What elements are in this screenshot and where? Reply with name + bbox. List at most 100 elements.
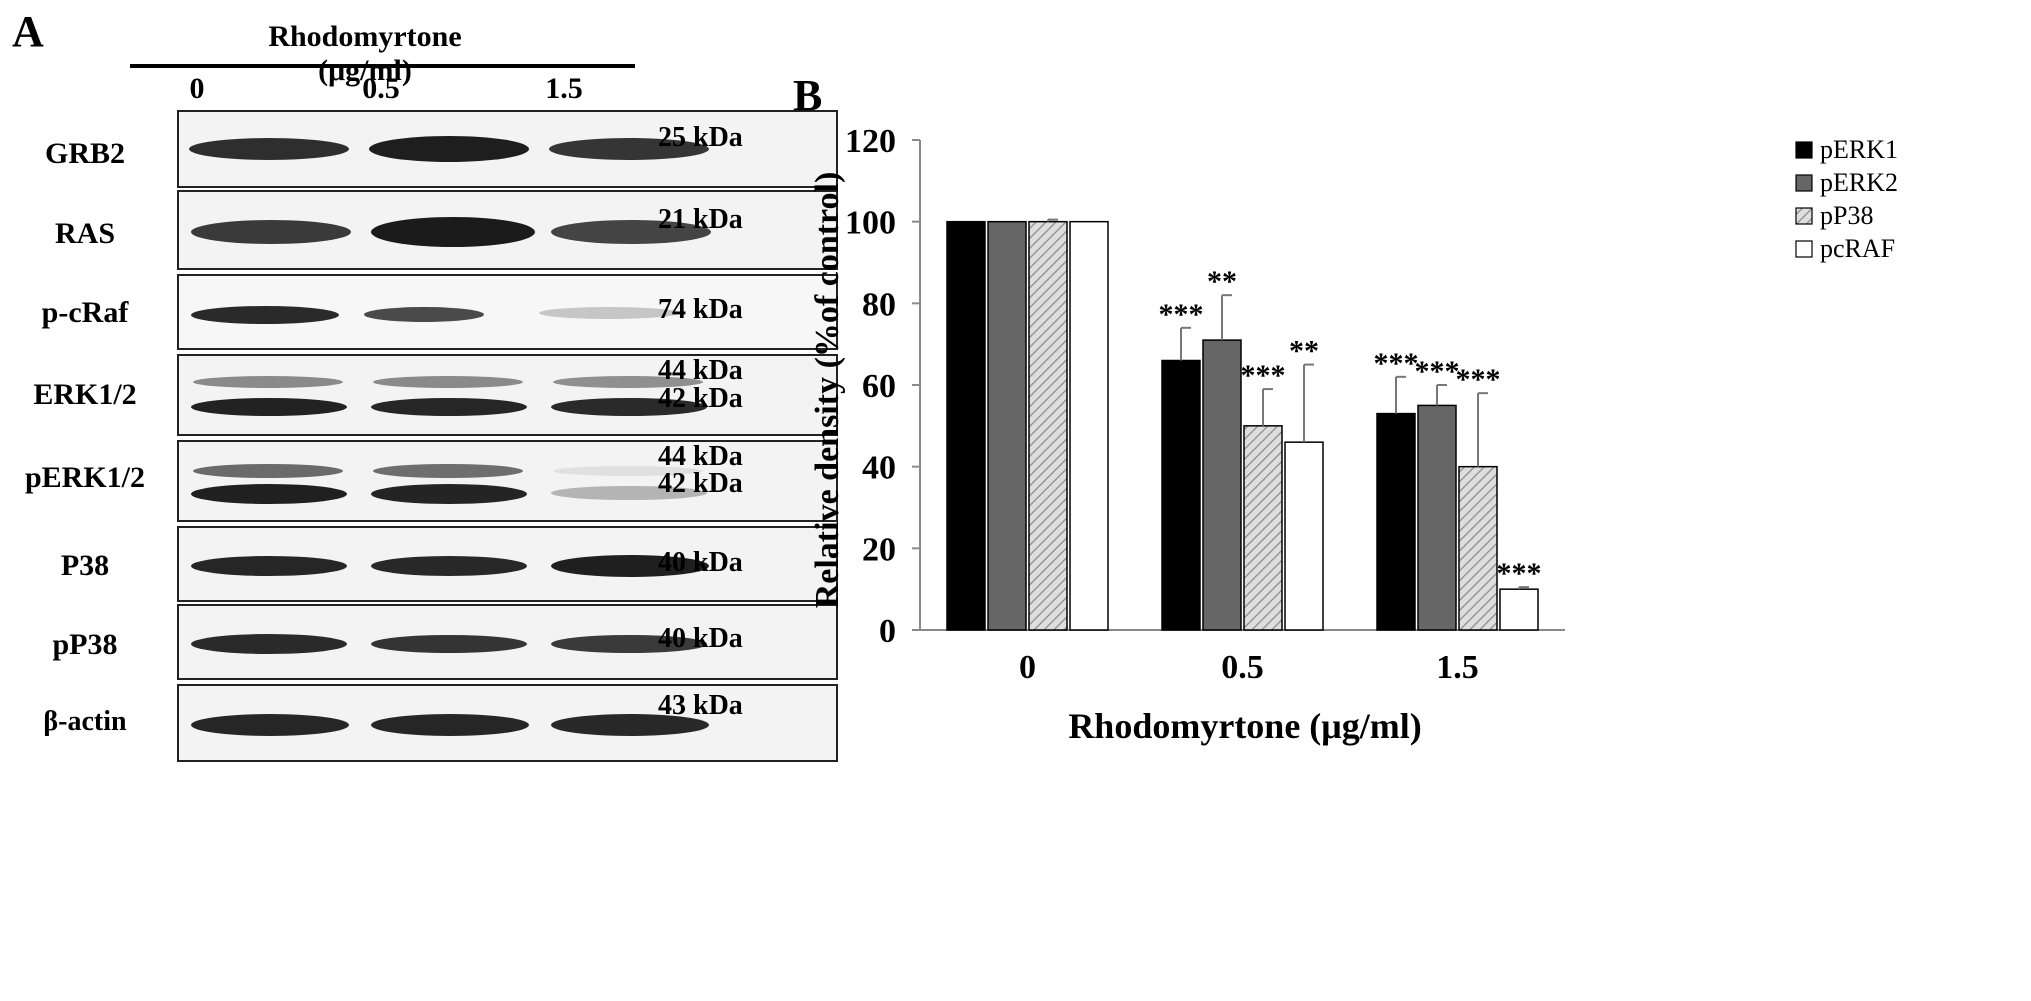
blot-grb2 xyxy=(177,110,838,188)
band xyxy=(371,484,527,504)
band xyxy=(373,464,523,478)
legend-label: pERK2 xyxy=(1820,168,1898,197)
x-tick-label: 0 xyxy=(1019,649,1036,686)
band xyxy=(371,398,527,416)
band xyxy=(553,376,703,388)
bar-pp38 xyxy=(1028,220,1068,631)
significance-marker: ** xyxy=(1207,265,1237,298)
kda-perk1-2-42: 42 kDa xyxy=(658,468,743,499)
protein-label-pp38: pP38 xyxy=(52,628,118,661)
panel-a-letter: A xyxy=(12,7,44,56)
blot-p38 xyxy=(177,526,838,602)
kda-ras: 21 kDa xyxy=(658,204,743,235)
bar-pp38 xyxy=(1243,425,1283,631)
significance-marker: *** xyxy=(1159,298,1204,331)
band xyxy=(191,484,347,504)
band xyxy=(551,714,709,736)
legend-label: pcRAF xyxy=(1820,234,1895,263)
band xyxy=(549,138,709,160)
bar-perk2 xyxy=(1202,339,1242,631)
x-tick-label: 1.5 xyxy=(1436,649,1479,686)
band xyxy=(189,138,349,160)
band xyxy=(371,217,535,247)
blot-beta-actin xyxy=(177,684,838,762)
band xyxy=(191,556,347,576)
panel-b-letter: B xyxy=(793,71,823,120)
treatment-bar xyxy=(130,64,635,68)
protein-label-p-craf: p-cRaf xyxy=(41,296,129,329)
band xyxy=(371,714,529,736)
kda-pp38: 40 kDa xyxy=(658,623,743,654)
band xyxy=(191,634,347,654)
kda-erk1-2-42: 42 kDa xyxy=(658,383,743,414)
significance-marker: ** xyxy=(1289,335,1319,368)
band xyxy=(551,398,707,416)
bar-pcraf xyxy=(1069,220,1109,631)
bar-perk1 xyxy=(1376,412,1416,631)
legend-label: pERK1 xyxy=(1820,135,1898,164)
y-tick-label: 120 xyxy=(845,123,896,160)
lane-label-0: 0 xyxy=(189,72,205,105)
kda-p-craf: 74 kDa xyxy=(658,294,743,325)
kda-erk1-2-44: 44 kDa xyxy=(658,355,743,386)
y-tick-label: 80 xyxy=(862,286,896,323)
y-tick-label: 0 xyxy=(879,613,896,650)
y-tick-label: 60 xyxy=(862,368,896,405)
band xyxy=(371,556,527,576)
y-tick-label: 20 xyxy=(862,531,896,568)
band xyxy=(193,464,343,478)
band xyxy=(551,220,711,244)
blot-perk1-2 xyxy=(177,440,838,522)
band xyxy=(551,486,707,500)
band xyxy=(191,220,351,244)
band xyxy=(191,714,349,736)
legend-swatch xyxy=(1795,207,1813,225)
legend-swatch xyxy=(1795,174,1813,192)
band xyxy=(191,306,339,324)
blot-pp38 xyxy=(177,604,838,680)
band xyxy=(364,307,484,322)
bar-pcraf xyxy=(1499,588,1539,631)
band xyxy=(553,466,703,476)
band xyxy=(191,398,347,416)
y-axis-label: Relative density (%of control) xyxy=(809,172,846,609)
bar-pcraf xyxy=(1284,441,1324,631)
significance-marker: *** xyxy=(1374,347,1419,380)
y-tick-label: 40 xyxy=(862,450,896,487)
significance-marker: *** xyxy=(1241,359,1286,392)
protein-label-ras: RAS xyxy=(54,217,115,250)
significance-marker: *** xyxy=(1497,557,1542,590)
band xyxy=(539,307,679,319)
band xyxy=(373,376,523,388)
bar-perk1 xyxy=(946,220,986,631)
significance-marker: *** xyxy=(1415,355,1460,388)
lane-label-1-5: 1.5 xyxy=(545,72,583,105)
kda-perk1-2-44: 44 kDa xyxy=(658,441,743,472)
kda-grb2: 25 kDa xyxy=(658,122,743,153)
legend-label: pP38 xyxy=(1820,201,1873,230)
x-tick-label: 0.5 xyxy=(1221,649,1264,686)
bar-perk2 xyxy=(1417,404,1457,631)
blot-p-craf xyxy=(177,274,838,350)
protein-label-beta-actin: β-actin xyxy=(43,706,127,737)
legend-swatch xyxy=(1795,141,1813,159)
band xyxy=(193,376,343,388)
protein-label-erk1-2: ERK1/2 xyxy=(33,378,137,411)
x-axis-label: Rhodomyrtone (μg/ml) xyxy=(1068,706,1421,746)
blot-erk1-2 xyxy=(177,354,838,436)
band xyxy=(371,635,527,653)
bar-pp38 xyxy=(1458,465,1498,631)
treatment-label: Rhodomyrtone (μg/ml) xyxy=(268,20,462,87)
significance-marker: *** xyxy=(1456,363,1501,396)
lane-label-0-5: 0.5 xyxy=(362,72,400,105)
band xyxy=(551,635,707,653)
kda-p38: 40 kDa xyxy=(658,547,743,578)
bar-perk2 xyxy=(987,220,1027,631)
band xyxy=(551,555,709,577)
kda-beta-actin: 43 kDa xyxy=(658,690,743,721)
y-tick-label: 100 xyxy=(845,205,896,242)
legend-swatch xyxy=(1795,240,1813,258)
bar-perk1 xyxy=(1161,359,1201,631)
blot-ras xyxy=(177,190,838,270)
